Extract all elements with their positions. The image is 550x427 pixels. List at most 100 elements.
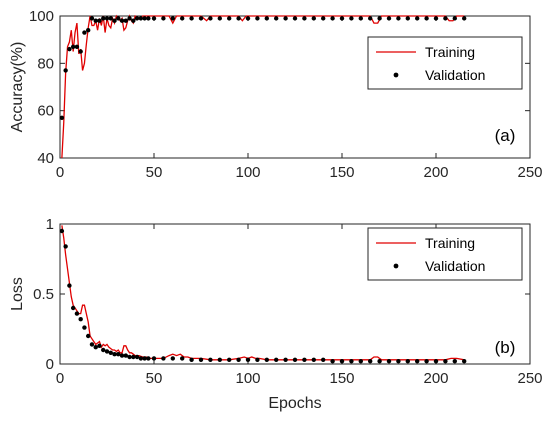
legend-label-validation: Validation [425, 67, 485, 83]
data-point-validation [89, 16, 95, 21]
data-point-validation [264, 357, 269, 362]
data-point-validation [180, 356, 185, 361]
data-point-validation [330, 359, 335, 364]
data-point-validation [161, 356, 166, 361]
data-point-validation [74, 44, 80, 49]
data-point-validation [74, 311, 80, 316]
data-point-validation [217, 16, 222, 21]
data-point-validation [415, 359, 420, 364]
legend-swatch-validation [393, 72, 399, 78]
y-tick-label: 100 [29, 8, 54, 25]
panel-b: 0 50 100 150 200 250 0 0.5 1 Loss Epochs Training Va… [9, 216, 543, 412]
data-point-validation [245, 16, 251, 21]
data-point-validation [302, 357, 307, 362]
data-point-validation [245, 357, 251, 362]
data-point-validation [170, 16, 175, 21]
y-axis-label: Accuracy(%) [9, 42, 26, 133]
y-tick-label: 60 [37, 103, 54, 120]
data-point-validation [101, 16, 106, 21]
data-point-validation [134, 354, 140, 360]
x-tick-label: 50 [146, 370, 163, 387]
data-point-validation [119, 18, 125, 23]
data-point-validation [146, 16, 151, 21]
data-point-validation [283, 16, 288, 21]
data-point-validation [405, 359, 410, 364]
data-point-validation [302, 16, 307, 21]
data-point-validation [63, 244, 68, 249]
y-tick-label: 80 [37, 55, 54, 72]
data-point-validation [292, 16, 298, 21]
data-point-validation [101, 347, 106, 353]
y-axis-label: Loss [9, 277, 26, 311]
data-point-validation [330, 16, 335, 21]
data-point-validation [208, 16, 213, 21]
data-point-validation [146, 356, 151, 361]
y-tick-label: 0 [46, 356, 54, 373]
x-tick-label: 100 [235, 370, 260, 387]
data-point-validation [415, 16, 420, 21]
data-point-validation [255, 357, 260, 362]
data-point-validation [151, 16, 157, 21]
data-point-validation [134, 16, 140, 21]
data-point-validation [104, 349, 110, 354]
data-point-validation [93, 18, 98, 23]
data-point-validation [255, 16, 260, 21]
data-point-validation [227, 16, 232, 21]
data-point-validation [198, 16, 204, 21]
data-point-validation [108, 16, 113, 21]
data-point-validation [82, 30, 87, 35]
data-point-validation [142, 16, 147, 21]
data-point-validation [170, 356, 175, 361]
data-point-validation [180, 16, 185, 21]
data-point-validation [189, 357, 194, 362]
data-point-validation [462, 359, 467, 364]
panel-label: (b) [495, 338, 516, 357]
legend: Training Validation [367, 36, 523, 90]
data-point-validation [377, 16, 382, 21]
data-point-validation [264, 16, 269, 21]
data-point-validation [116, 16, 121, 21]
x-tick-label: 0 [56, 164, 64, 181]
data-point-validation [358, 359, 363, 364]
data-point-validation [321, 357, 326, 362]
data-point-validation [349, 16, 354, 21]
legend-label-training: Training [425, 235, 475, 251]
data-point-validation [368, 16, 373, 21]
data-point-validation [86, 333, 91, 339]
data-point-validation [78, 317, 83, 322]
data-point-validation [236, 357, 241, 362]
data-point-validation [368, 359, 373, 364]
y-tick-label: 1 [46, 216, 54, 233]
data-point-validation [208, 357, 213, 362]
data-point-validation [112, 18, 117, 23]
x-tick-label: 0 [56, 370, 64, 387]
data-point-validation [70, 44, 76, 49]
data-point-validation [123, 353, 128, 358]
data-point-validation [349, 359, 354, 364]
data-point-validation [189, 16, 194, 21]
data-point-validation [443, 16, 448, 21]
data-point-validation [274, 16, 279, 21]
legend-swatch-validation [393, 263, 399, 269]
data-point-validation [116, 352, 121, 357]
legend-label-training: Training [425, 44, 475, 60]
data-point-validation [396, 359, 401, 364]
data-point-validation [424, 359, 429, 364]
data-point-validation [151, 356, 157, 361]
x-tick-label: 50 [146, 164, 163, 181]
data-point-validation [386, 16, 392, 21]
data-point-validation [97, 343, 102, 348]
data-point-validation [292, 357, 298, 362]
y-tick-label: 0.5 [33, 286, 54, 303]
data-point-validation [227, 357, 232, 362]
data-point-validation [97, 18, 102, 23]
data-point-validation [142, 356, 147, 361]
data-point-validation [424, 16, 429, 21]
data-point-validation [138, 16, 144, 21]
data-point-validation [274, 357, 279, 362]
data-point-validation [405, 16, 410, 21]
data-point-validation [63, 68, 68, 73]
data-point-validation [377, 359, 382, 364]
data-point-validation [59, 228, 65, 234]
